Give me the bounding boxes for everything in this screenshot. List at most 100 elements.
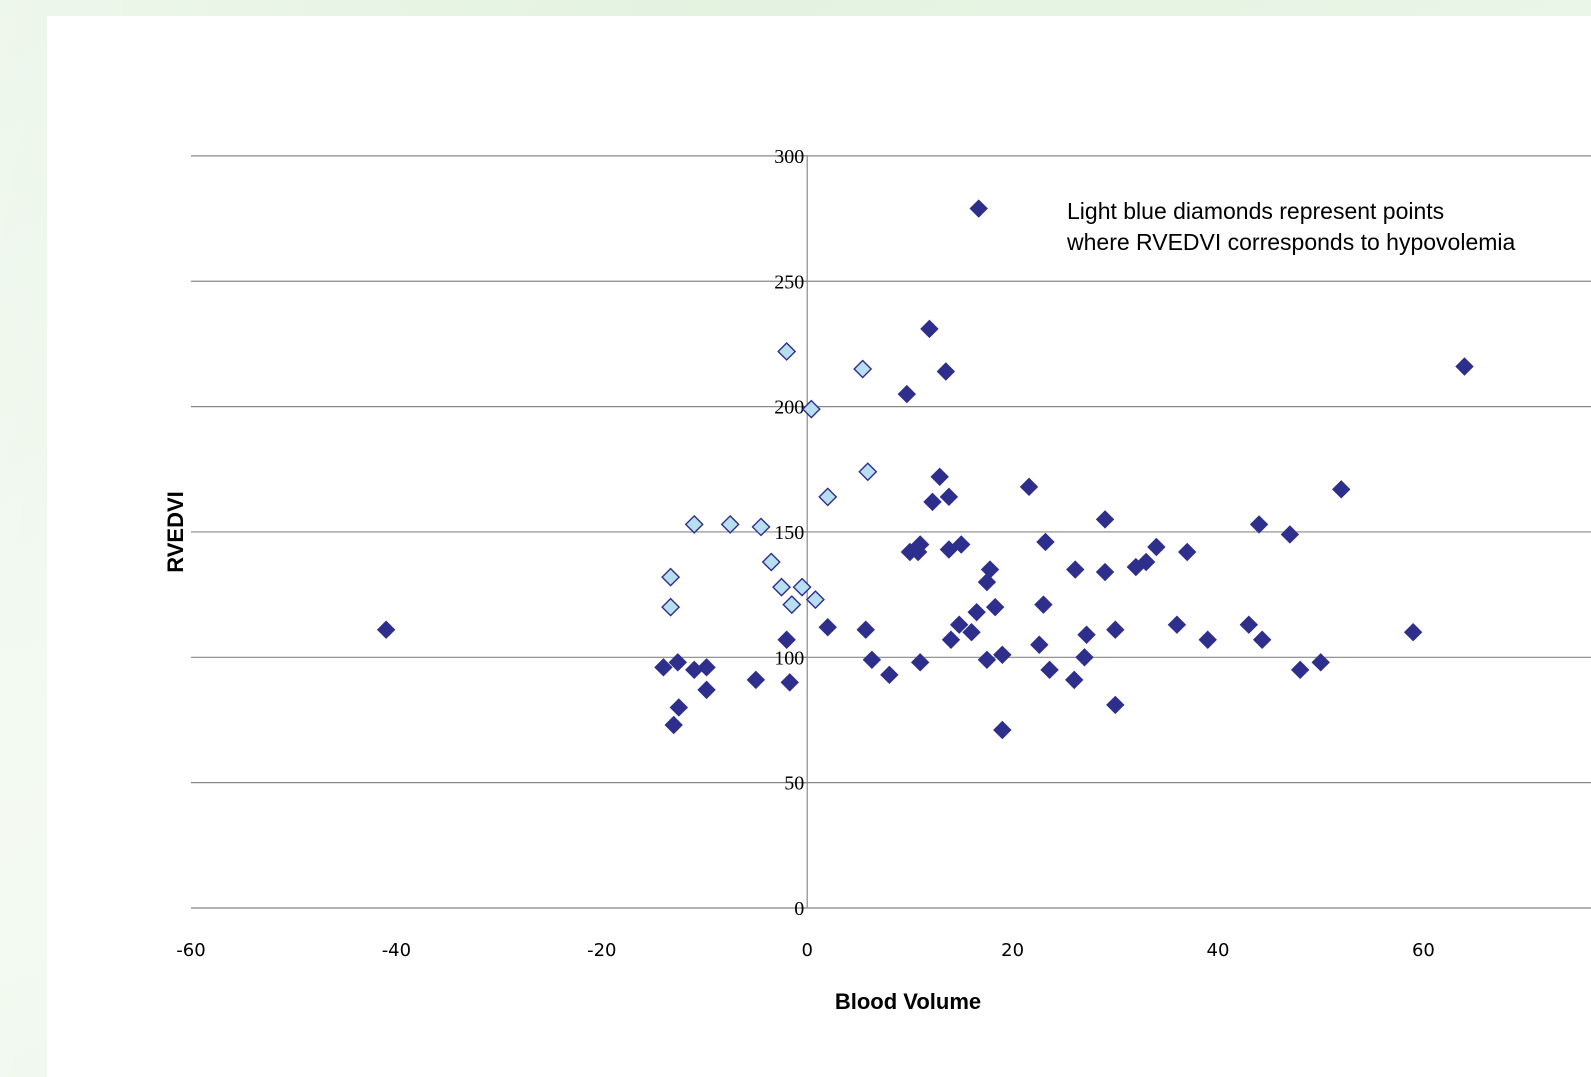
light-diamond-point — [772, 577, 792, 597]
light-diamond-point — [782, 595, 802, 615]
dark-diamond-point — [1332, 480, 1351, 499]
y-axis-title: RVEDVI — [163, 491, 188, 573]
dark-diamond-point — [939, 487, 959, 507]
light-diamond-point — [751, 517, 771, 537]
light-diamond-point — [777, 341, 797, 361]
x-tick-label: 0 — [801, 940, 812, 961]
gridlines — [191, 155, 1591, 909]
dark-diamond-point — [664, 715, 683, 735]
x-axis-title: Blood Volume — [835, 989, 981, 1014]
dark-diamond-point — [1075, 648, 1094, 667]
dark-diamond-point — [1095, 562, 1115, 582]
dark-diamond-point — [777, 630, 796, 649]
dark-diamond-point — [1106, 620, 1125, 639]
dark-diamond-point — [1198, 630, 1217, 649]
dark-diamond-point — [910, 653, 930, 672]
dark-diamond-point — [897, 384, 917, 404]
dark-diamond-point — [952, 535, 971, 554]
x-tick-label: 60 — [1412, 940, 1435, 961]
dark-diamond-point — [936, 362, 956, 381]
dark-diamond-point — [1167, 615, 1187, 634]
dark-diamond-point — [1249, 515, 1269, 534]
light-diamond-point — [792, 577, 812, 597]
axes — [800, 155, 808, 909]
dark-diamond-point — [910, 535, 930, 554]
dark-diamond-point — [376, 620, 396, 639]
dark-diamond-point — [1311, 653, 1330, 672]
dark-diamond-point — [977, 650, 997, 670]
dark-diamond-point — [977, 572, 997, 592]
x-axis-ticks: -60 -40 -20 0 20 40 60 — [176, 940, 1435, 961]
dark-diamond-point — [930, 467, 949, 487]
light-diamond-point — [805, 590, 825, 610]
dark-diamond-point — [862, 650, 882, 670]
slide-panel — [47, 16, 1591, 1077]
y-tick-label: 150 — [774, 522, 804, 544]
light-diamond-point — [858, 462, 878, 482]
dark-diamond-point — [1066, 560, 1085, 579]
x-tick-label: -20 — [587, 940, 616, 961]
light-diamond-point — [818, 487, 838, 507]
dark-diamond-point — [856, 620, 875, 639]
dark-diamond-point — [654, 658, 673, 677]
dark-diamond-point — [1106, 695, 1125, 715]
dark-diamond-point — [746, 670, 766, 690]
light-diamond-point — [661, 567, 681, 587]
dark-diamond-point — [993, 645, 1012, 665]
dark-diamond-point — [1177, 542, 1197, 562]
y-tick-label: 200 — [774, 397, 804, 419]
dark-diamond-point — [1147, 537, 1166, 557]
dark-diamond-point — [1252, 630, 1272, 649]
annotation-line-2: where RVEDVI corresponds to hypovolemia — [1066, 229, 1516, 255]
dark-diamond-point — [920, 319, 939, 339]
dark-diamond-point — [985, 597, 1005, 617]
dark-diamond-point — [1036, 532, 1055, 552]
y-tick-label: 300 — [774, 146, 804, 168]
x-tick-label: -60 — [176, 940, 205, 961]
x-tick-label: 40 — [1207, 940, 1230, 961]
dark-diamond-point — [880, 665, 899, 685]
dark-diamond-point — [1239, 615, 1259, 634]
dark-diamond-point — [818, 618, 837, 637]
x-tick-label: 20 — [1001, 940, 1024, 961]
dark-diamond-point — [669, 698, 689, 717]
dark-diamond-point — [1136, 552, 1156, 572]
dark-diamond-point — [1065, 670, 1084, 690]
dark-diamond-point — [697, 680, 716, 700]
dark-diamond-point — [993, 720, 1012, 740]
dark-diamond-point — [949, 615, 969, 634]
dark-diamond-point — [780, 673, 799, 692]
y-tick-label: 100 — [774, 647, 804, 669]
light-diamond-point — [661, 597, 681, 617]
dark-diamond-point — [1095, 510, 1115, 529]
dark-diamond-point — [962, 623, 981, 642]
dark-diamond-point — [969, 199, 988, 218]
dark-diamond-point — [980, 560, 1000, 579]
y-tick-label: 0 — [794, 898, 804, 920]
dark-diamond-point — [1280, 525, 1300, 544]
dark-diamond-point — [1034, 595, 1053, 614]
dark-diamond-point — [1040, 660, 1059, 680]
light-diamond-point — [761, 552, 781, 572]
dark-diamond-point — [1455, 357, 1474, 376]
light-diamond-point — [684, 514, 704, 534]
y-tick-label: 250 — [774, 271, 804, 293]
dark-diamond-point — [1019, 477, 1039, 497]
y-axis-ticks: 0 50 100 150 200 250 300 — [774, 146, 804, 920]
dark-diamond-point — [923, 492, 942, 512]
annotation-line-1: Light blue diamonds represent points — [1067, 198, 1444, 224]
x-tick-label: -40 — [382, 940, 411, 961]
dark-diamond-point — [1290, 660, 1310, 680]
dark-diamond-point — [1030, 635, 1049, 654]
dark-diamond-point — [1403, 623, 1423, 642]
dark-diamond-point — [697, 658, 716, 677]
light-diamond-point — [720, 514, 740, 534]
y-tick-label: 50 — [784, 773, 804, 795]
dark-diamond-point — [668, 653, 688, 672]
dark-diamond-point — [941, 630, 961, 649]
light-diamond-point — [801, 399, 821, 419]
light-diamond-point — [853, 359, 873, 379]
data-points — [376, 199, 1474, 740]
dark-diamond-point — [967, 602, 986, 622]
